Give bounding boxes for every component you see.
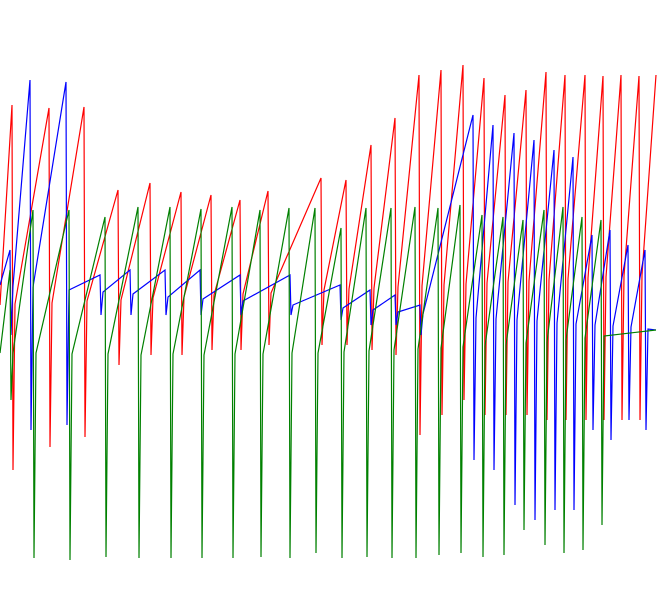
- signal-line: [0, 79, 657, 521]
- signal-line: [0, 64, 657, 471]
- signal-line: [0, 204, 657, 561]
